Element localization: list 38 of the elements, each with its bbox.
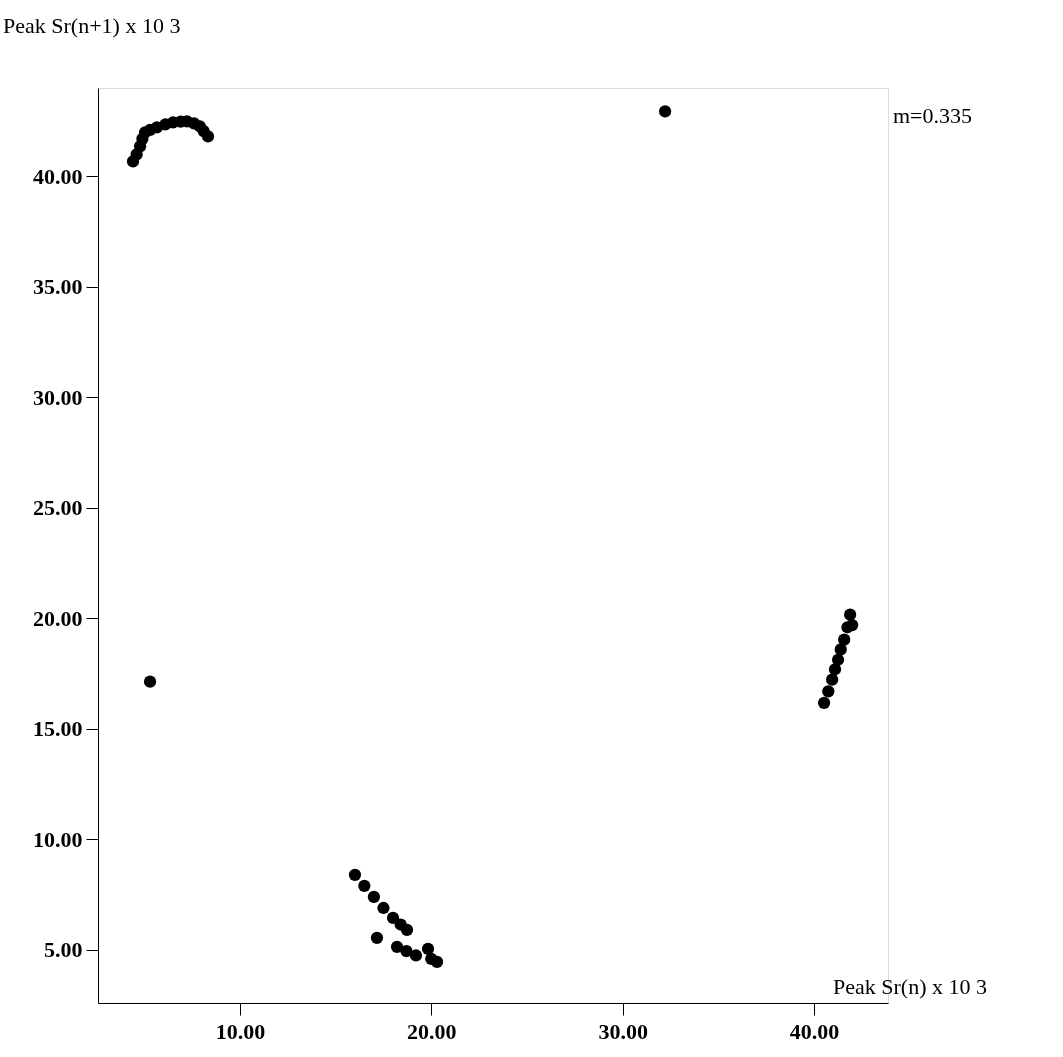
point	[367, 890, 381, 904]
point	[201, 130, 215, 143]
text: m=0.335	[893, 103, 973, 128]
y-tick-label: 5.00	[44, 937, 83, 963]
point	[377, 901, 390, 915]
point	[843, 608, 857, 621]
point	[838, 633, 851, 646]
point	[831, 653, 845, 666]
x-tick-label: 20.00	[407, 1018, 457, 1044]
point	[658, 105, 672, 118]
point	[400, 923, 414, 936]
point	[826, 673, 839, 686]
point	[817, 696, 831, 709]
point	[348, 868, 362, 881]
y-tick-label: 35.00	[33, 274, 83, 300]
x-tick-label: 30.00	[598, 1018, 648, 1044]
point	[400, 944, 413, 958]
point	[822, 685, 835, 698]
point	[386, 911, 400, 925]
point	[409, 949, 423, 962]
y-tick-label: 10.00	[33, 826, 83, 852]
y-tick-label: 30.00	[33, 384, 83, 410]
y-tick-label: 25.00	[33, 495, 83, 521]
point	[370, 931, 384, 944]
point	[143, 675, 157, 688]
y-tick-label: 15.00	[33, 716, 83, 742]
x-tick-label: 10.00	[215, 1018, 266, 1044]
y-axis-title: Peak Sr(n+1) x 10 3	[3, 13, 181, 38]
point	[390, 940, 404, 953]
point	[846, 618, 859, 632]
point	[834, 643, 847, 656]
y-tick-label: 40.00	[33, 163, 83, 189]
point	[430, 955, 444, 968]
point	[421, 942, 435, 955]
x-tick-label: 40.00	[789, 1018, 840, 1044]
y-tick-label: 20.00	[33, 605, 83, 631]
point	[358, 879, 371, 892]
x-axis-title: Peak Sr(n) x 10 3	[833, 974, 987, 999]
